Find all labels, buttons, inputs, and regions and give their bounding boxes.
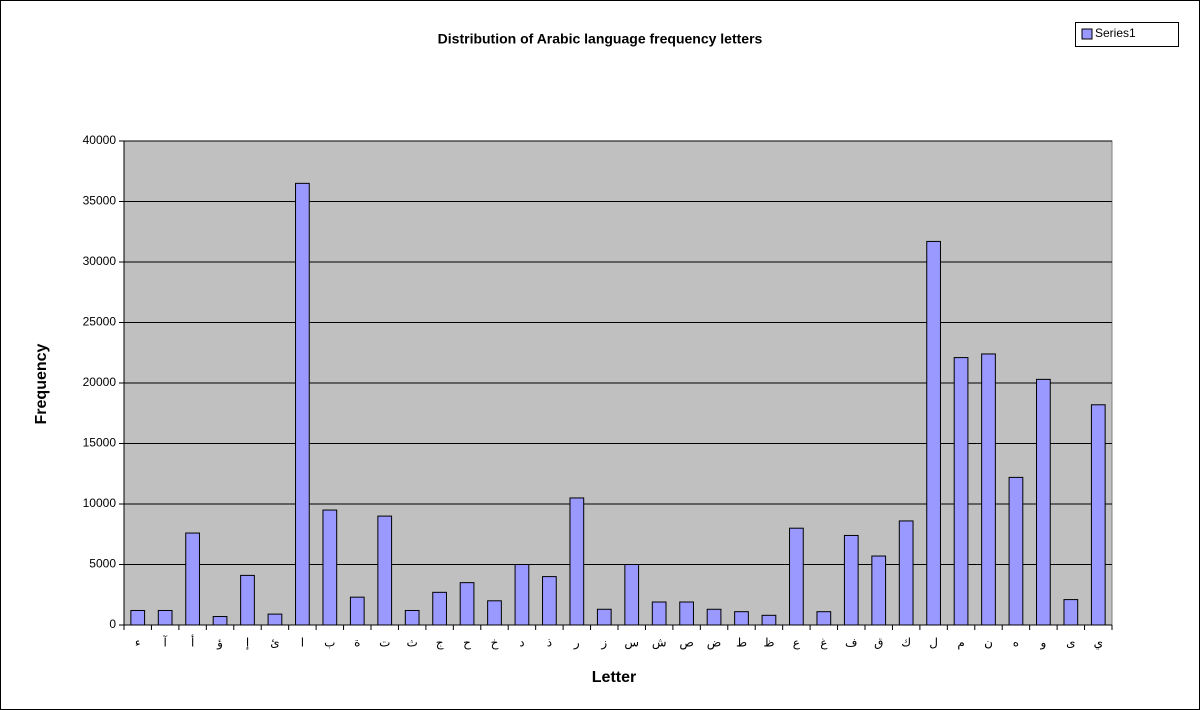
x-tick-label: ش [652, 636, 667, 651]
bar [789, 527, 804, 626]
bar [1008, 476, 1024, 626]
x-tick-label: ة [354, 636, 360, 650]
bar [459, 582, 475, 626]
x-tick-label: د [519, 636, 524, 650]
y-tick-label: 5000 [89, 557, 116, 571]
x-tick-label: ت [379, 636, 390, 650]
bar [514, 564, 530, 626]
bar [981, 353, 996, 626]
y-tick-label: 40000 [83, 133, 117, 147]
x-tick-label: ز [600, 636, 607, 651]
bar [404, 609, 420, 626]
bar [130, 609, 146, 626]
bar [322, 509, 338, 626]
x-tick-label: ف [845, 636, 857, 650]
x-tick-label: ث [407, 636, 418, 650]
bar [871, 555, 887, 626]
x-tick-label: خ [491, 636, 499, 650]
x-tick-label: أ [191, 635, 194, 650]
x-tick-label: ع [793, 636, 801, 650]
x-tick-label: ح [463, 636, 471, 650]
x-tick-label: ى [1066, 636, 1075, 650]
bar [843, 534, 859, 626]
bar [240, 574, 255, 626]
x-tick-label: ل [929, 636, 938, 650]
y-tick-label: 20000 [83, 375, 117, 389]
x-tick-label: ه [1013, 636, 1019, 650]
legend: Series1 [1075, 22, 1179, 47]
bar [569, 497, 585, 626]
bar [542, 576, 557, 626]
y-tick-label: 15000 [83, 436, 117, 450]
y-tick-label: 30000 [83, 254, 117, 268]
bar [487, 600, 502, 626]
bar [734, 611, 749, 626]
bar [432, 591, 447, 626]
bar [377, 515, 393, 626]
x-tick-label: ج [436, 636, 444, 650]
x-tick-label: ي [1094, 636, 1103, 650]
bar [212, 616, 228, 626]
bar [267, 613, 283, 626]
chart-title: Distribution of Arabic language frequenc… [438, 31, 763, 47]
bar [898, 520, 914, 626]
bar [926, 240, 941, 626]
x-tick-label: ص [679, 636, 694, 651]
x-tick-label: س [624, 636, 639, 651]
x-tick-label: إ [246, 636, 249, 650]
x-tick-label: ن [984, 636, 993, 650]
legend-box [1075, 22, 1179, 47]
bar [157, 609, 173, 626]
bar [295, 182, 310, 626]
bar [953, 357, 969, 626]
bar [596, 608, 612, 626]
x-axis-title: Letter [592, 669, 636, 686]
x-tick-label: ق [874, 636, 883, 650]
bar [185, 532, 200, 626]
bar [349, 596, 365, 626]
bar [651, 601, 667, 626]
x-tick-label: ك [901, 636, 911, 650]
x-tick-label: ض [707, 636, 722, 651]
y-tick-label: 35000 [83, 194, 117, 208]
y-tick-label: 10000 [83, 496, 117, 510]
x-tick-label: م [957, 636, 964, 650]
legend-label: Series1 [1095, 26, 1136, 40]
y-tick-label: 0 [109, 617, 116, 631]
x-tick-label: ا [301, 636, 304, 650]
bar [816, 611, 832, 626]
bar [1036, 378, 1051, 626]
x-tick-label: و [1039, 636, 1046, 651]
x-tick-label: ئ [270, 636, 279, 650]
bar [1090, 404, 1106, 626]
x-tick-label: ء [135, 636, 141, 650]
y-axis-title: Frequency [33, 343, 50, 424]
x-tick-label: ب [324, 636, 335, 650]
x-tick-label: غ [820, 636, 828, 650]
bar [761, 614, 777, 626]
bar [1063, 599, 1079, 626]
x-tick-label: ط [736, 636, 747, 650]
y-tick-label: 25000 [83, 315, 117, 329]
x-tick-label: ظ [763, 636, 774, 650]
bar [706, 608, 722, 626]
x-tick-label: ذ [547, 636, 552, 650]
legend-swatch [1081, 28, 1093, 40]
bar [624, 564, 640, 626]
bar [679, 601, 694, 626]
x-tick-label: آ [162, 635, 167, 650]
x-tick-label: ؤ [216, 636, 223, 651]
x-tick-label: ر [573, 636, 580, 651]
